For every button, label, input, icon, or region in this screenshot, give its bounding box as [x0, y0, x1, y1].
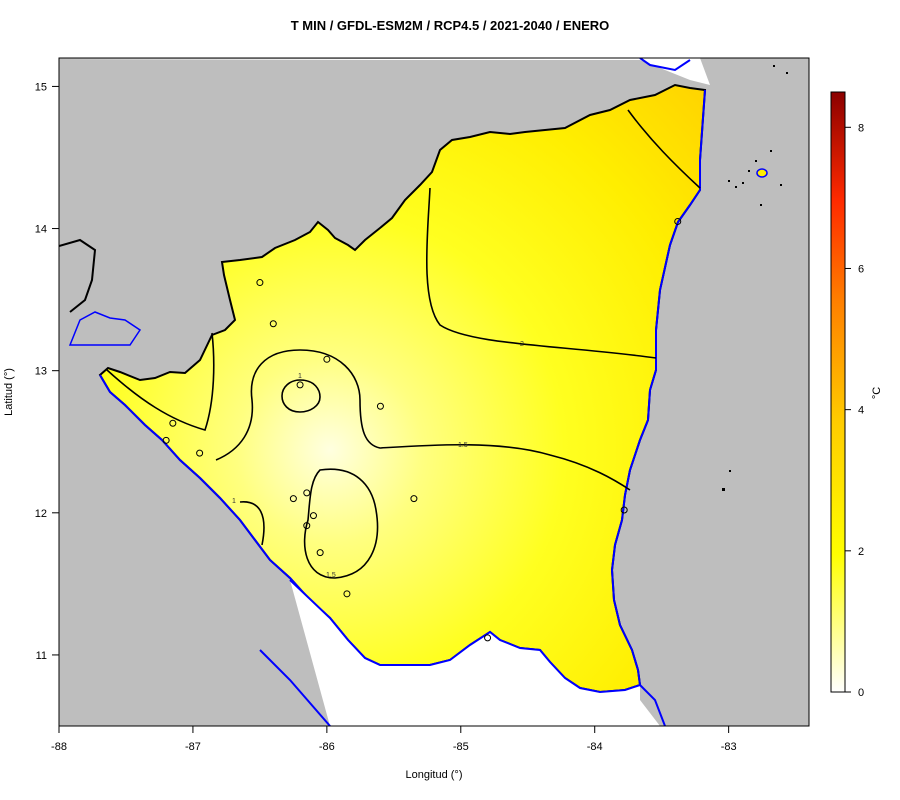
- station-marker: [289, 495, 297, 503]
- y-tick-label: 12: [35, 508, 47, 520]
- colorbar-ticks: 0 2 4 6 8: [845, 122, 864, 699]
- corn-island: [756, 168, 768, 178]
- x-axis: -88 -87 -86 -85 -84 -83: [51, 725, 737, 753]
- colorbar-tick-label: 0: [858, 687, 864, 699]
- contour-label: 2: [520, 341, 524, 348]
- station-marker: [484, 634, 492, 642]
- y-axis-label: Latitud (°): [3, 368, 15, 416]
- contour-label: 1.5: [326, 572, 336, 579]
- colorbar-label: °C: [871, 387, 883, 399]
- contour-line: [215, 349, 631, 491]
- station-marker: [309, 512, 317, 520]
- contour-lines: [106, 109, 701, 579]
- southern-border: [289, 579, 641, 694]
- y-tick-label: 11: [36, 650, 47, 662]
- station-marker: [620, 506, 628, 514]
- y-tick-label: 15: [35, 81, 47, 93]
- contour-line: [106, 332, 215, 431]
- gulf-of-fonseca: [68, 311, 142, 346]
- x-tick-label: -84: [587, 741, 603, 753]
- colorbar-gradient: [830, 91, 846, 693]
- station-marker: [303, 522, 311, 530]
- y-axis: 15 14 13 12 11: [35, 81, 60, 662]
- colorbar: 0 2 4 6 8 °C: [830, 91, 883, 699]
- honduras-border: [59, 238, 97, 313]
- map-title: T MIN / GFDL-ESM2M / RCP4.5 / 2021-2040 …: [290, 18, 610, 33]
- x-tick-label: -87: [185, 741, 201, 753]
- contour-label-group: 1 1 1.5 1.5 2: [232, 341, 524, 579]
- station-marker: [256, 279, 264, 287]
- x-tick-label: -86: [319, 741, 335, 753]
- station-marker: [376, 402, 384, 410]
- station-marker: [162, 436, 170, 444]
- station-marker: [269, 320, 277, 328]
- colorbar-tick-label: 2: [858, 546, 864, 558]
- station-marker: [410, 495, 418, 503]
- map-background: 1 1 1.5 1.5 2: [59, 58, 809, 726]
- station-marker: [303, 489, 311, 497]
- contour-line: [239, 501, 265, 546]
- contour-line: [281, 379, 321, 413]
- station-marker: [316, 549, 324, 557]
- colorbar-tick-label: 8: [858, 122, 864, 134]
- cays: [722, 65, 788, 491]
- station-marker: [323, 355, 331, 363]
- x-tick-label: -85: [453, 741, 469, 753]
- x-tick-label: -83: [721, 741, 737, 753]
- costa-rica-area: [290, 580, 640, 726]
- station-marker: [296, 381, 304, 389]
- y-tick-label: 14: [35, 224, 47, 236]
- contour-line: [425, 187, 657, 359]
- station-marker: [343, 590, 351, 598]
- x-axis-label: Longitud (°): [406, 769, 463, 781]
- costa-rica-coast: [259, 649, 331, 726]
- station-marker: [674, 217, 682, 225]
- y-tick-label: 13: [35, 366, 47, 378]
- costa-rica-caribbean-coast: [639, 684, 666, 726]
- contour-label: 1: [232, 498, 236, 505]
- station-marker: [196, 449, 204, 457]
- contour-label: 1.5: [458, 442, 468, 449]
- contour-line: [303, 468, 379, 579]
- caribbean-coastline: [610, 89, 706, 686]
- colorbar-tick-label: 6: [858, 263, 864, 275]
- contour-label: 1: [298, 373, 302, 380]
- colorbar-tick-label: 4: [858, 405, 864, 417]
- station-marker: [169, 419, 177, 427]
- contour-line: [627, 109, 701, 189]
- x-tick-label: -88: [51, 741, 67, 753]
- station-markers: [162, 217, 682, 642]
- honduras-coast: [639, 58, 691, 72]
